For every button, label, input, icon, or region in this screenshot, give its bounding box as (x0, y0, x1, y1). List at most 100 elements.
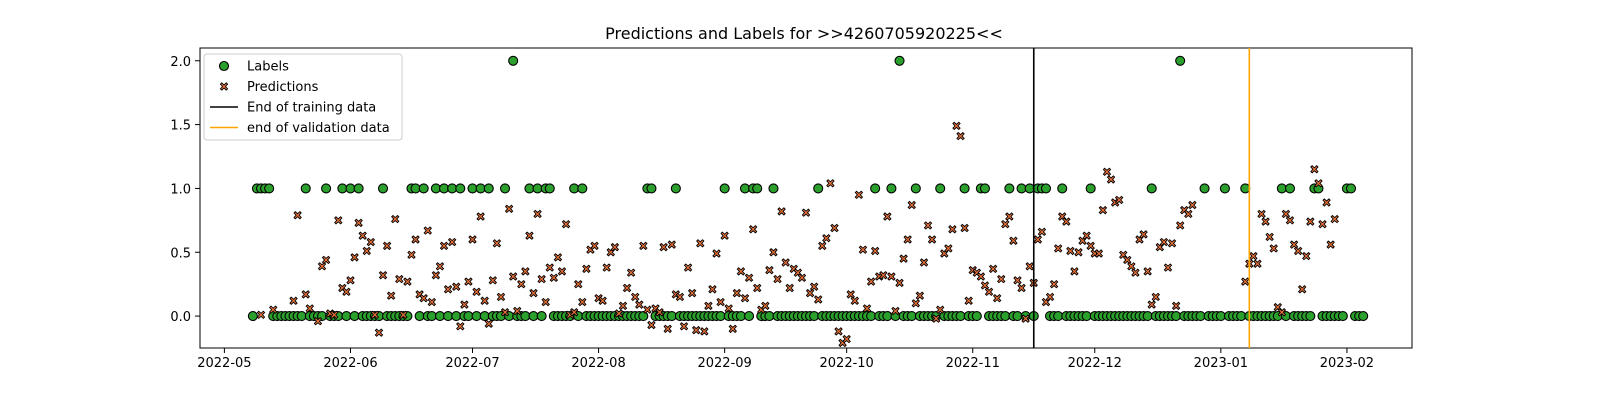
prediction-point (1139, 230, 1148, 239)
prediction-point (887, 272, 896, 281)
label-point (1284, 183, 1296, 194)
prediction-point (822, 233, 831, 243)
prediction-point (590, 241, 599, 251)
prediction-point (541, 297, 550, 307)
prediction-point (935, 305, 945, 314)
prediction-point (574, 279, 583, 289)
label-point (1004, 183, 1015, 194)
prediction-point (927, 235, 937, 244)
prediction-point (854, 190, 864, 200)
prediction-point (919, 258, 929, 267)
prediction-point (342, 287, 351, 297)
label-point (971, 311, 982, 322)
label-point (1146, 183, 1157, 194)
prediction-point (403, 277, 412, 286)
prediction-point (1241, 277, 1250, 286)
prediction-point (781, 258, 790, 267)
prediction-point (639, 241, 648, 251)
prediction-point (350, 253, 359, 262)
prediction-point (830, 223, 839, 233)
prediction-point (370, 310, 380, 320)
label-point (321, 183, 332, 194)
prediction-point (472, 287, 481, 297)
prediction-point (517, 279, 526, 289)
prediction-point (1175, 221, 1185, 230)
label-point (247, 311, 258, 322)
prediction-point (1131, 268, 1140, 277)
prediction-point (691, 325, 701, 335)
prediction-point (931, 314, 941, 323)
prediction-point (1188, 200, 1197, 210)
prediction-point (984, 287, 994, 297)
prediction-point (988, 264, 998, 274)
prediction-point (614, 309, 624, 318)
prediction-point (626, 268, 636, 277)
prediction-point (374, 328, 384, 337)
prediction-point (484, 319, 493, 328)
prediction-point (944, 244, 953, 253)
prediction-point (1021, 314, 1030, 323)
x-tick-label: 2022-06 (323, 356, 377, 371)
prediction-point (1049, 279, 1059, 289)
prediction-point (728, 324, 738, 334)
prediction-point (537, 274, 546, 284)
legend-validation-end-text: end of validation data (247, 121, 390, 136)
prediction-point (1265, 232, 1274, 242)
prediction-point (521, 267, 530, 276)
label-point (499, 183, 511, 194)
prediction-point (435, 262, 445, 271)
prediction-point (293, 211, 302, 220)
prediction-point (452, 282, 461, 291)
prediction-point (1070, 267, 1079, 276)
prediction-point (708, 285, 717, 294)
label-point (1337, 311, 1348, 322)
label-point (483, 183, 494, 194)
prediction-point (1106, 175, 1116, 184)
legend-labels-text: Labels (247, 60, 289, 75)
prediction-point (525, 231, 534, 240)
prediction-point (313, 316, 323, 326)
label-point (719, 183, 730, 194)
prediction-point (769, 248, 778, 257)
prediction-point (866, 277, 876, 286)
prediction-point (996, 274, 1006, 284)
prediction-point (903, 235, 912, 244)
prediction-point (1098, 205, 1108, 215)
prediction-point (1009, 236, 1018, 245)
prediction-point (317, 262, 327, 271)
label-point (1199, 183, 1210, 194)
prediction-point (740, 293, 750, 303)
prediction-point (704, 301, 713, 311)
prediction-point (761, 301, 770, 311)
prediction-point (960, 223, 969, 233)
prediction-point (683, 263, 693, 272)
prediction-point (476, 212, 485, 221)
label-point (264, 183, 275, 194)
prediction-point (447, 237, 457, 247)
prediction-point (386, 291, 396, 300)
prediction-point (1086, 241, 1095, 251)
legend-box (203, 53, 403, 141)
prediction-point (346, 276, 355, 285)
prediction-point (891, 306, 900, 316)
x-tick-label: 2022-09 (697, 356, 751, 371)
prediction-point (911, 299, 921, 308)
prediction-point (679, 322, 689, 331)
prediction-point (777, 207, 786, 216)
prediction-point (1127, 262, 1136, 271)
label-point (638, 311, 649, 322)
prediction-point (533, 209, 542, 219)
prediction-point (826, 179, 835, 188)
legend-predictions-marker (219, 82, 229, 91)
x-tick-label: 2022-07 (445, 356, 499, 371)
prediction-point (468, 235, 477, 244)
legend-labels-marker (218, 60, 230, 72)
prediction-point (1102, 167, 1112, 177)
prediction-point (529, 288, 538, 298)
prediction-point (846, 290, 855, 299)
prediction-point (907, 200, 916, 210)
prediction-point (378, 271, 388, 280)
prediction-point (549, 273, 559, 283)
prediction-point (362, 246, 371, 256)
